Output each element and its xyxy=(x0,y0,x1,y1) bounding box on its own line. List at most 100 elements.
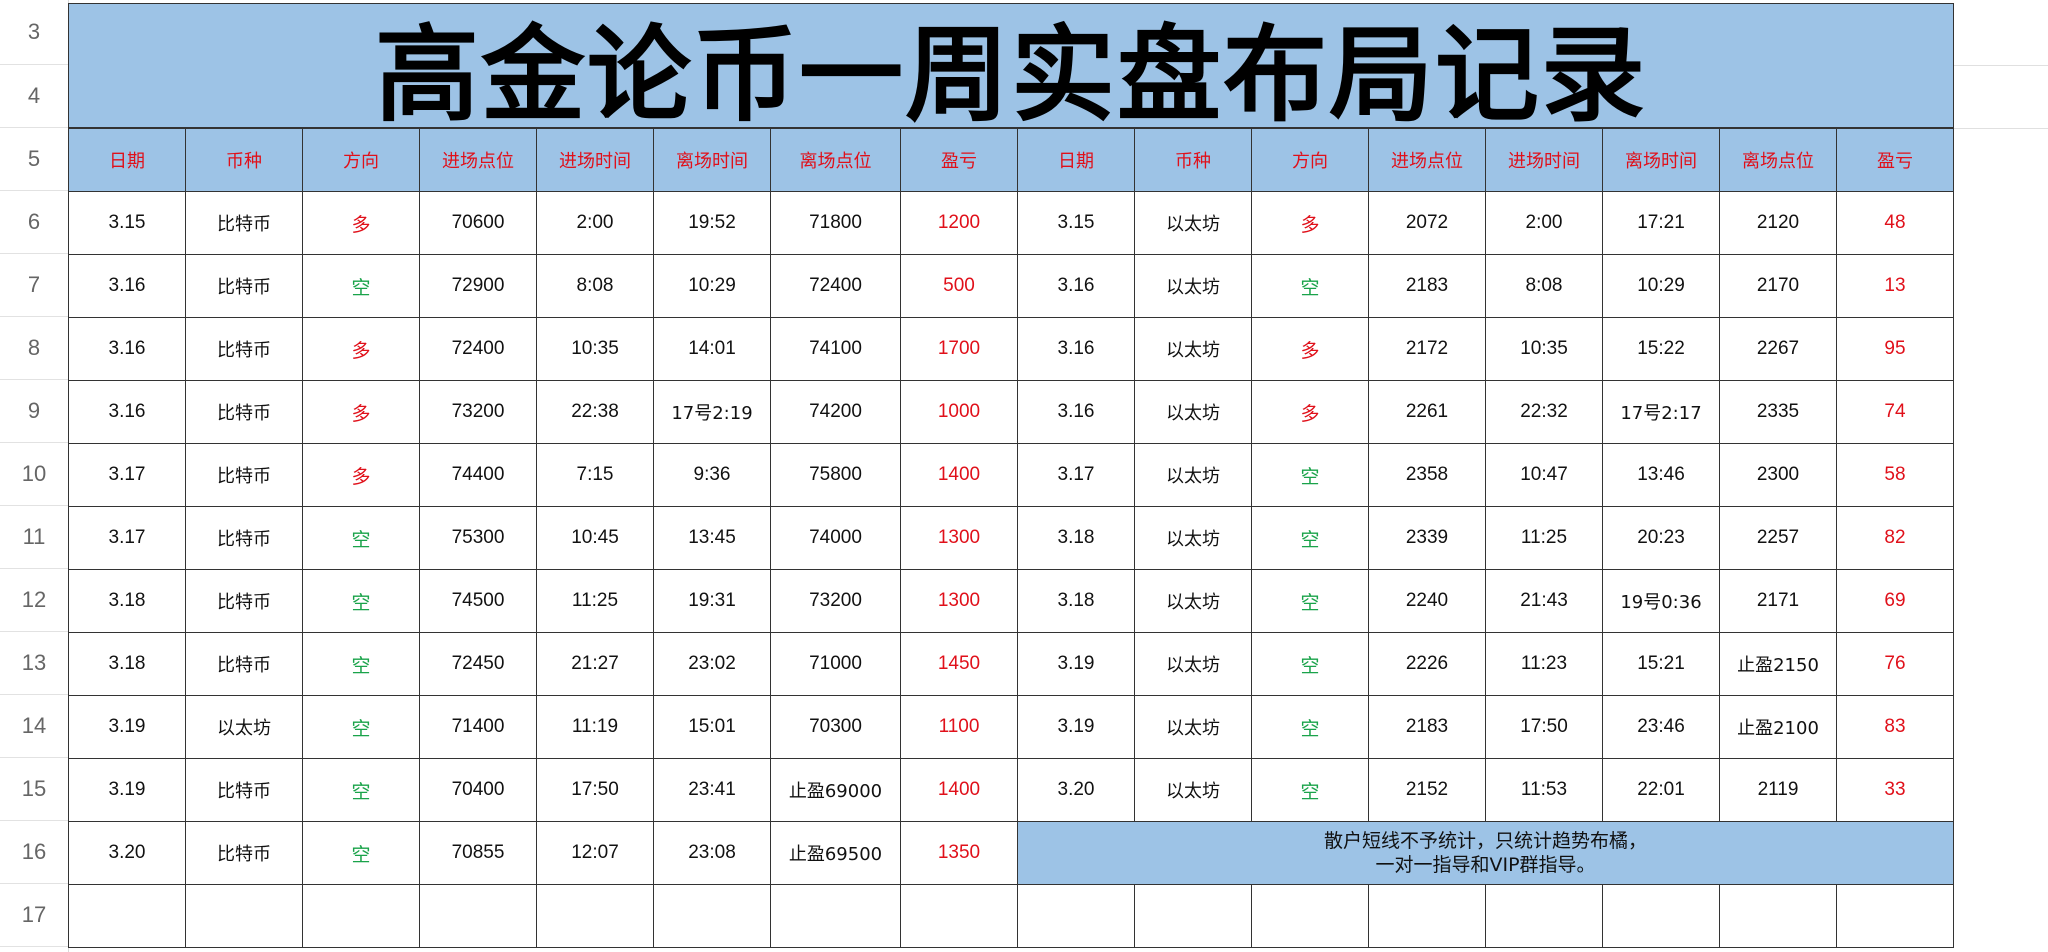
pnl-cell[interactable]: 1350 xyxy=(900,821,1018,885)
cell[interactable]: 21:27 xyxy=(536,632,654,696)
pnl-cell[interactable]: 58 xyxy=(1836,443,1954,507)
cell[interactable]: 止盈69500 xyxy=(770,821,901,885)
cell[interactable]: 2240 xyxy=(1368,569,1486,633)
pnl-cell[interactable]: 13 xyxy=(1836,254,1954,318)
cell[interactable]: 9:36 xyxy=(653,443,771,507)
cell[interactable]: 3.18 xyxy=(68,569,186,633)
cell[interactable]: 74500 xyxy=(419,569,537,633)
cell-empty[interactable] xyxy=(185,884,303,948)
cell[interactable]: 3.18 xyxy=(1017,506,1135,570)
cell[interactable]: 8:08 xyxy=(1485,254,1603,318)
cell[interactable]: 2267 xyxy=(1719,317,1837,381)
cell[interactable]: 比特币 xyxy=(185,821,303,885)
cell[interactable]: 比特币 xyxy=(185,758,303,822)
cell[interactable]: 3.15 xyxy=(1017,191,1135,255)
cell[interactable]: 72400 xyxy=(770,254,901,318)
cell[interactable]: 3.18 xyxy=(68,632,186,696)
row-number[interactable]: 11 xyxy=(0,506,68,569)
cell[interactable]: 17:50 xyxy=(536,758,654,822)
column-header[interactable]: 离场时间 xyxy=(1602,128,1720,192)
pnl-cell[interactable]: 1300 xyxy=(900,506,1018,570)
cell[interactable]: 22:32 xyxy=(1485,380,1603,444)
direction-cell[interactable]: 空 xyxy=(302,632,420,696)
cell-empty[interactable] xyxy=(1368,884,1486,948)
cell[interactable]: 3.19 xyxy=(68,758,186,822)
row-number[interactable]: 7 xyxy=(0,254,68,317)
cell[interactable]: 11:19 xyxy=(536,695,654,759)
cell[interactable]: 比特币 xyxy=(185,317,303,381)
cell-empty[interactable] xyxy=(1485,884,1603,948)
cell[interactable]: 2119 xyxy=(1719,758,1837,822)
column-header[interactable]: 方向 xyxy=(302,128,420,192)
cell[interactable]: 17号2:19 xyxy=(653,380,771,444)
direction-cell[interactable]: 空 xyxy=(1251,569,1369,633)
cell-empty[interactable] xyxy=(1836,884,1954,948)
column-header[interactable]: 盈亏 xyxy=(900,128,1018,192)
direction-cell[interactable]: 空 xyxy=(1251,506,1369,570)
direction-cell[interactable]: 空 xyxy=(1251,443,1369,507)
cell[interactable]: 10:35 xyxy=(1485,317,1603,381)
cell[interactable]: 22:38 xyxy=(536,380,654,444)
cell[interactable]: 75300 xyxy=(419,506,537,570)
cell-empty[interactable] xyxy=(1719,884,1837,948)
cell[interactable]: 3.17 xyxy=(68,506,186,570)
cell-empty[interactable] xyxy=(419,884,537,948)
cell-empty[interactable] xyxy=(68,884,186,948)
cell[interactable]: 以太坊 xyxy=(1134,695,1252,759)
sheet-title-cell[interactable]: 高金论币一周实盘布局记录 xyxy=(68,3,1954,136)
cell[interactable]: 8:08 xyxy=(536,254,654,318)
cell[interactable]: 2:00 xyxy=(1485,191,1603,255)
cell[interactable]: 10:29 xyxy=(1602,254,1720,318)
cell[interactable]: 2172 xyxy=(1368,317,1486,381)
cell[interactable]: 7:15 xyxy=(536,443,654,507)
cell[interactable]: 71000 xyxy=(770,632,901,696)
cell[interactable]: 以太坊 xyxy=(1134,569,1252,633)
direction-cell[interactable]: 空 xyxy=(1251,632,1369,696)
cell[interactable]: 74100 xyxy=(770,317,901,381)
cell[interactable]: 17号2:17 xyxy=(1602,380,1720,444)
cell[interactable]: 以太坊 xyxy=(185,695,303,759)
column-header[interactable]: 进场点位 xyxy=(1368,128,1486,192)
note-merged-cell[interactable]: 散户短线不予统计，只统计趋势布橘， 一对一指导和VIP群指导。 xyxy=(1017,821,1954,885)
row-number[interactable]: 12 xyxy=(0,569,68,632)
cell[interactable]: 73200 xyxy=(770,569,901,633)
pnl-cell[interactable]: 1200 xyxy=(900,191,1018,255)
row-number[interactable]: 9 xyxy=(0,380,68,443)
column-header[interactable]: 进场时间 xyxy=(536,128,654,192)
pnl-cell[interactable]: 33 xyxy=(1836,758,1954,822)
cell[interactable]: 2257 xyxy=(1719,506,1837,570)
column-header[interactable]: 进场时间 xyxy=(1485,128,1603,192)
cell[interactable]: 以太坊 xyxy=(1134,632,1252,696)
cell[interactable]: 20:23 xyxy=(1602,506,1720,570)
cell[interactable]: 23:41 xyxy=(653,758,771,822)
direction-cell[interactable]: 多 xyxy=(1251,191,1369,255)
pnl-cell[interactable]: 69 xyxy=(1836,569,1954,633)
cell-empty[interactable] xyxy=(536,884,654,948)
cell-empty[interactable] xyxy=(900,884,1018,948)
cell[interactable]: 72400 xyxy=(419,317,537,381)
cell[interactable]: 比特币 xyxy=(185,506,303,570)
direction-cell[interactable]: 空 xyxy=(1251,758,1369,822)
cell[interactable]: 以太坊 xyxy=(1134,758,1252,822)
cell-empty[interactable] xyxy=(1251,884,1369,948)
cell[interactable]: 2358 xyxy=(1368,443,1486,507)
cell[interactable]: 3.16 xyxy=(1017,254,1135,318)
cell[interactable]: 23:46 xyxy=(1602,695,1720,759)
cell-empty[interactable] xyxy=(1954,0,2048,66)
cell-empty[interactable] xyxy=(1954,65,2048,129)
row-number[interactable]: 5 xyxy=(0,128,68,191)
direction-cell[interactable]: 空 xyxy=(302,569,420,633)
pnl-cell[interactable]: 48 xyxy=(1836,191,1954,255)
column-header[interactable]: 离场点位 xyxy=(1719,128,1837,192)
cell[interactable]: 2261 xyxy=(1368,380,1486,444)
cell[interactable]: 以太坊 xyxy=(1134,506,1252,570)
cell[interactable]: 74400 xyxy=(419,443,537,507)
pnl-cell[interactable]: 1000 xyxy=(900,380,1018,444)
pnl-cell[interactable]: 1100 xyxy=(900,695,1018,759)
direction-cell[interactable]: 多 xyxy=(302,191,420,255)
row-number[interactable]: 4 xyxy=(0,65,68,128)
row-number[interactable]: 10 xyxy=(0,443,68,506)
column-header[interactable]: 方向 xyxy=(1251,128,1369,192)
cell[interactable]: 2339 xyxy=(1368,506,1486,570)
pnl-cell[interactable]: 76 xyxy=(1836,632,1954,696)
